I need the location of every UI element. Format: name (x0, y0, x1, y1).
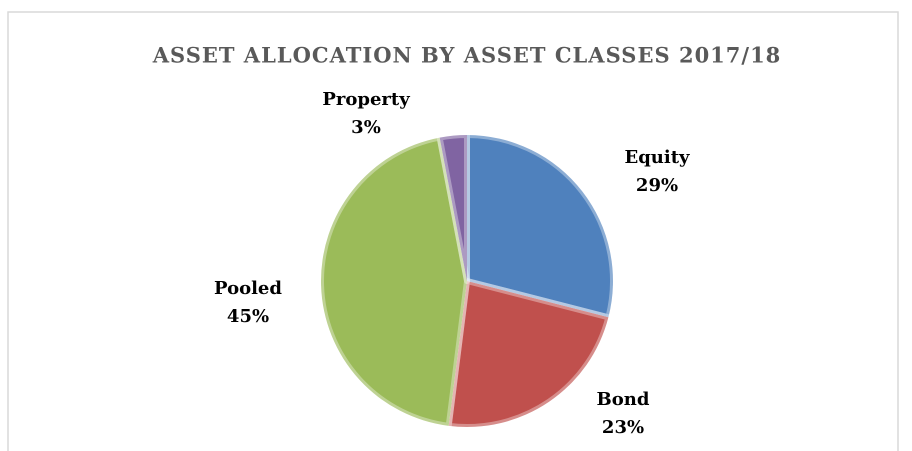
chart-title: ASSET ALLOCATION BY ASSET CLASSES 2017/1… (152, 43, 782, 68)
pie-slice (464, 132, 616, 321)
pie-slice (445, 278, 612, 430)
chart-frame (7, 11, 899, 451)
slice-value-label: 29% (636, 175, 678, 196)
slice-category-label: Pooled (214, 278, 282, 299)
slice-value-label: 45% (227, 306, 269, 327)
pie-slice (318, 134, 470, 429)
slice-value-label: 3% (351, 117, 381, 138)
slice-value-label: 23% (602, 417, 644, 438)
slice-category-label: Bond (597, 389, 650, 410)
slice-category-label: Property (322, 89, 410, 110)
pie-slice (436, 132, 470, 284)
slice-category-label: Equity (624, 147, 690, 168)
